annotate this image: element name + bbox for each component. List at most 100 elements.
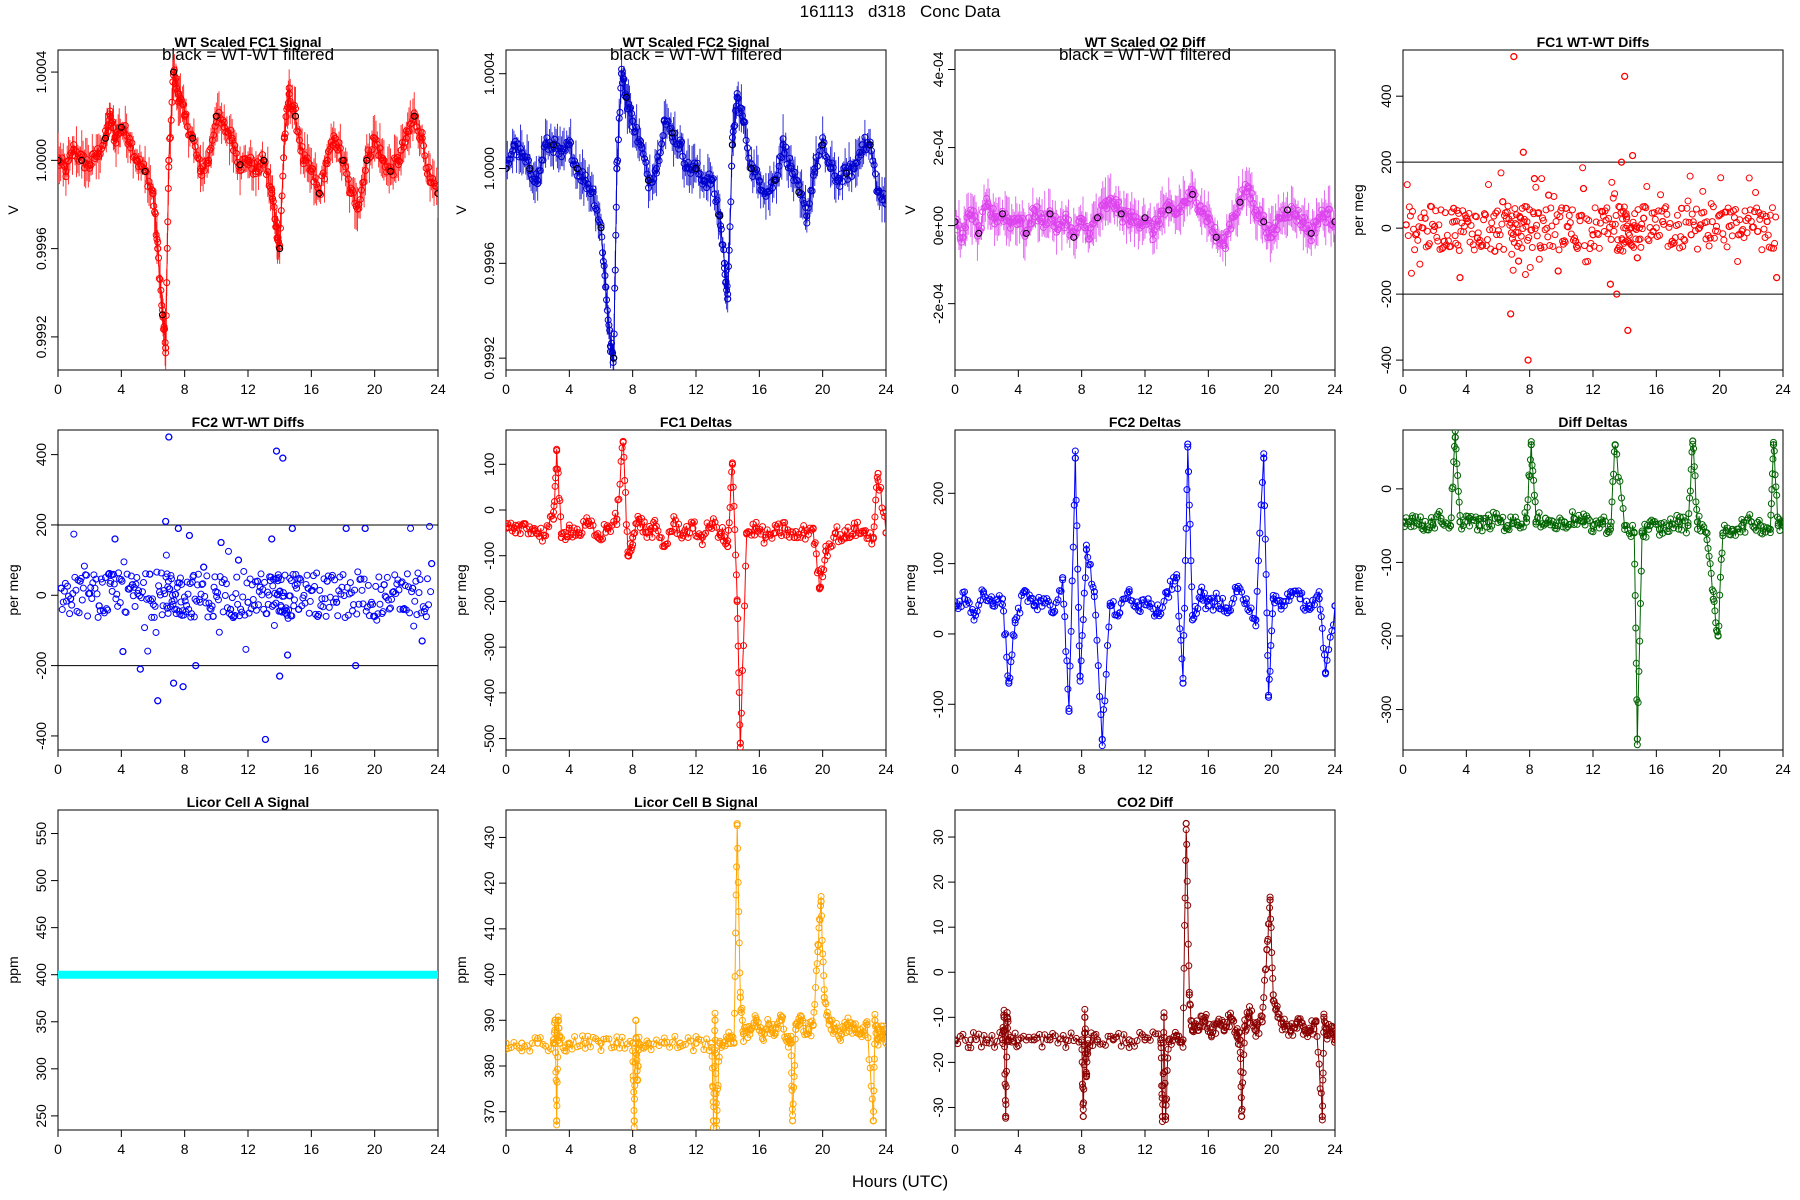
data-point xyxy=(217,538,225,547)
data-point xyxy=(1494,514,1502,522)
data-point xyxy=(1705,242,1713,250)
data-point xyxy=(553,1121,561,1129)
chart-title: WT Scaled FC2 Signal xyxy=(622,34,769,50)
data-point xyxy=(736,988,744,996)
data-point xyxy=(1161,1053,1169,1061)
data-point xyxy=(774,1024,782,1032)
data-point xyxy=(288,524,296,533)
data-point xyxy=(629,541,637,549)
data-point xyxy=(1204,214,1212,222)
x-tick-label: 12 xyxy=(1585,761,1601,777)
data-point xyxy=(1037,210,1045,218)
data-point xyxy=(1291,212,1299,220)
data-point xyxy=(1621,522,1629,530)
data-point xyxy=(1080,589,1088,597)
data-point xyxy=(616,108,624,116)
data-point xyxy=(106,112,114,120)
data-point xyxy=(565,1039,573,1047)
data-point xyxy=(204,613,212,621)
data-point xyxy=(1527,438,1535,446)
data-point xyxy=(1196,1023,1204,1031)
data-point xyxy=(179,683,187,691)
data-point xyxy=(414,127,422,135)
data-point xyxy=(1504,202,1512,210)
x-tick-label: 16 xyxy=(1649,381,1665,397)
data-point xyxy=(806,524,814,532)
data-point xyxy=(1745,174,1753,182)
chart-title: FC1 WT-WT Diffs xyxy=(1537,34,1650,50)
filtered-point xyxy=(692,165,700,173)
data-point xyxy=(1125,588,1133,596)
x-tick-label: 24 xyxy=(430,761,446,777)
data-point xyxy=(1692,205,1700,213)
data-point xyxy=(1248,189,1256,197)
data-point xyxy=(1306,606,1314,614)
data-point xyxy=(1180,198,1189,206)
data-point xyxy=(1666,219,1674,227)
data-point xyxy=(740,1037,747,1045)
data-point xyxy=(602,528,610,536)
data-point xyxy=(1647,231,1655,239)
data-point xyxy=(1409,512,1416,520)
data-point xyxy=(1485,181,1492,189)
data-point xyxy=(644,1039,653,1047)
data-point xyxy=(620,453,628,461)
data-point xyxy=(80,164,88,172)
data-point xyxy=(817,893,825,901)
data-point xyxy=(221,591,229,599)
data-point xyxy=(1703,218,1711,226)
data-point xyxy=(414,569,422,577)
data-point xyxy=(736,721,744,729)
data-point xyxy=(728,162,736,170)
data-point xyxy=(800,200,808,208)
data-point xyxy=(164,185,172,193)
data-point xyxy=(1268,627,1276,635)
data-point xyxy=(1435,508,1443,516)
data-point xyxy=(1173,210,1181,218)
chart-title: FC1 Deltas xyxy=(660,414,733,430)
data-point xyxy=(1454,472,1462,480)
data-point xyxy=(684,164,692,173)
data-point xyxy=(1675,220,1682,228)
data-point xyxy=(1697,221,1705,229)
data-point xyxy=(361,524,369,533)
y-tick-label: 400 xyxy=(1378,84,1394,108)
data-point xyxy=(1296,595,1304,603)
data-point xyxy=(1717,174,1725,182)
data-point xyxy=(344,175,352,183)
data-point xyxy=(1651,215,1659,223)
data-point xyxy=(710,1046,718,1054)
data-point xyxy=(1116,609,1124,617)
data-point xyxy=(367,153,375,161)
data-point xyxy=(1665,522,1673,530)
data-point xyxy=(257,570,265,578)
data-point xyxy=(860,145,868,153)
x-tick-label: 12 xyxy=(240,761,256,777)
data-point xyxy=(675,145,683,153)
data-point xyxy=(593,206,601,214)
data-point xyxy=(197,590,205,598)
data-point xyxy=(1526,263,1534,271)
data-point xyxy=(1683,204,1691,212)
data-point xyxy=(1093,636,1101,644)
data-point xyxy=(302,580,310,588)
data-point xyxy=(690,518,698,526)
x-tick-label: 24 xyxy=(430,381,446,397)
data-point xyxy=(1246,607,1253,615)
data-point xyxy=(332,595,340,603)
filtered-point xyxy=(141,167,149,175)
y-tick-label: 400 xyxy=(481,963,497,987)
data-point xyxy=(1609,220,1617,228)
chart-annotation: black = WT-WT filtered xyxy=(162,45,334,64)
data-point xyxy=(547,1045,555,1053)
data-point xyxy=(712,1117,721,1125)
data-point xyxy=(133,574,141,582)
data-point xyxy=(1074,565,1082,573)
data-point xyxy=(1278,214,1286,222)
data-point xyxy=(848,173,856,181)
data-point xyxy=(1769,441,1778,449)
data-point xyxy=(1080,1099,1088,1107)
data-point xyxy=(1413,230,1421,238)
y-tick-label: 20 xyxy=(930,874,946,890)
